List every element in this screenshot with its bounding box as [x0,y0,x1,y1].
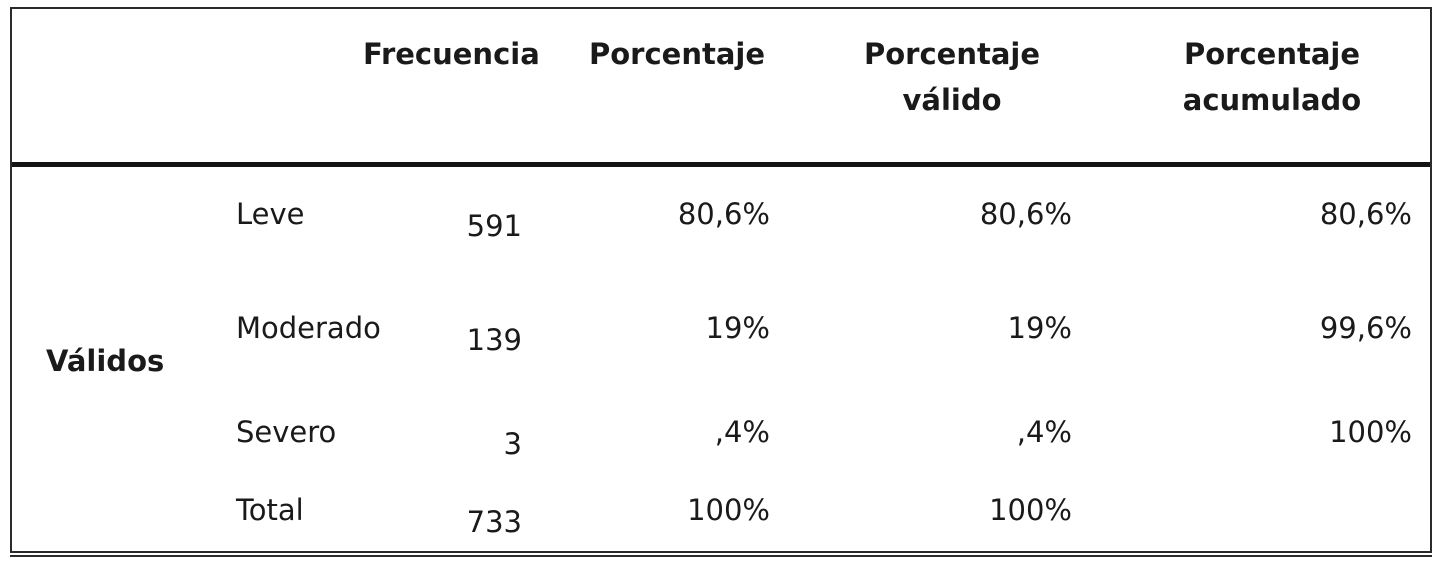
header-porcentaje-acumulado-line1: Porcentaje [1183,37,1361,71]
cell-porcentaje-valido-severo: ,4% [1016,415,1072,449]
cell-frecuencia-leve: 591 [466,209,522,243]
row-label-moderado: Moderado [236,311,381,345]
header-porcentaje-valido-line2: válido [902,83,1002,117]
cell-porcentaje-acumulado-moderado: 99,6% [1319,311,1412,345]
cell-porcentaje-valido-total: 100% [989,493,1072,527]
cell-porcentaje-acumulado-leve: 80,6% [1319,197,1412,231]
header-porcentaje-valido-line1: Porcentaje [863,37,1041,71]
row-label-total: Total [236,493,304,527]
frequency-table: Frecuencia Porcentaje Porcentaje válido … [10,7,1432,553]
cell-porcentaje-acumulado-severo: 100% [1329,415,1412,449]
cell-frecuencia-severo: 3 [503,427,522,461]
cell-frecuencia-moderado: 139 [466,323,522,357]
header-porcentaje-acumulado-line2: acumulado [1182,83,1362,117]
cell-porcentaje-valido-leve: 80,6% [979,197,1072,231]
header-divider [12,162,1430,167]
cell-porcentaje-leve: 80,6% [677,197,770,231]
cell-porcentaje-valido-moderado: 19% [1007,311,1072,345]
header-porcentaje: Porcentaje [589,37,766,71]
cell-porcentaje-moderado: 19% [705,311,770,345]
bottom-double-rule [10,555,1432,557]
row-label-severo: Severo [236,415,337,449]
row-label-leve: Leve [236,197,305,231]
cell-porcentaje-severo: ,4% [714,415,770,449]
cell-frecuencia-total: 733 [466,505,522,539]
header-frecuencia: Frecuencia [363,37,540,71]
cell-porcentaje-total: 100% [687,493,770,527]
group-label: Válidos [46,344,165,378]
